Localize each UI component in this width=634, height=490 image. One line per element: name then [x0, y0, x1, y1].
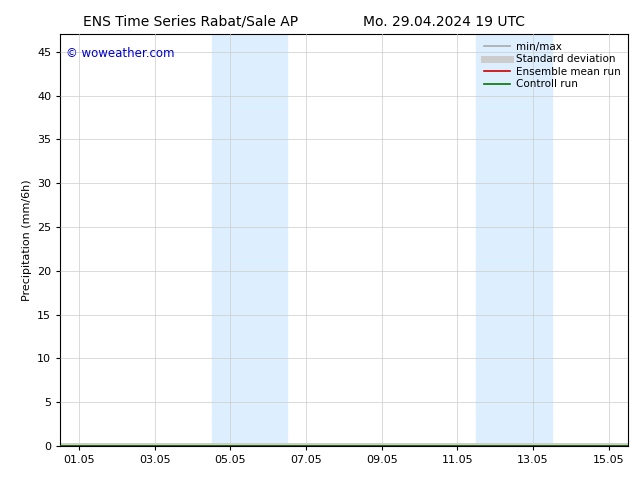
Text: Mo. 29.04.2024 19 UTC: Mo. 29.04.2024 19 UTC	[363, 15, 525, 29]
Legend: min/max, Standard deviation, Ensemble mean run, Controll run: min/max, Standard deviation, Ensemble me…	[482, 40, 623, 92]
Text: ENS Time Series Rabat/Sale AP: ENS Time Series Rabat/Sale AP	[82, 15, 298, 29]
Y-axis label: Precipitation (mm/6h): Precipitation (mm/6h)	[22, 179, 32, 301]
Bar	[476, 34, 552, 446]
Text: © woweather.com: © woweather.com	[66, 47, 174, 60]
Bar	[212, 34, 287, 446]
